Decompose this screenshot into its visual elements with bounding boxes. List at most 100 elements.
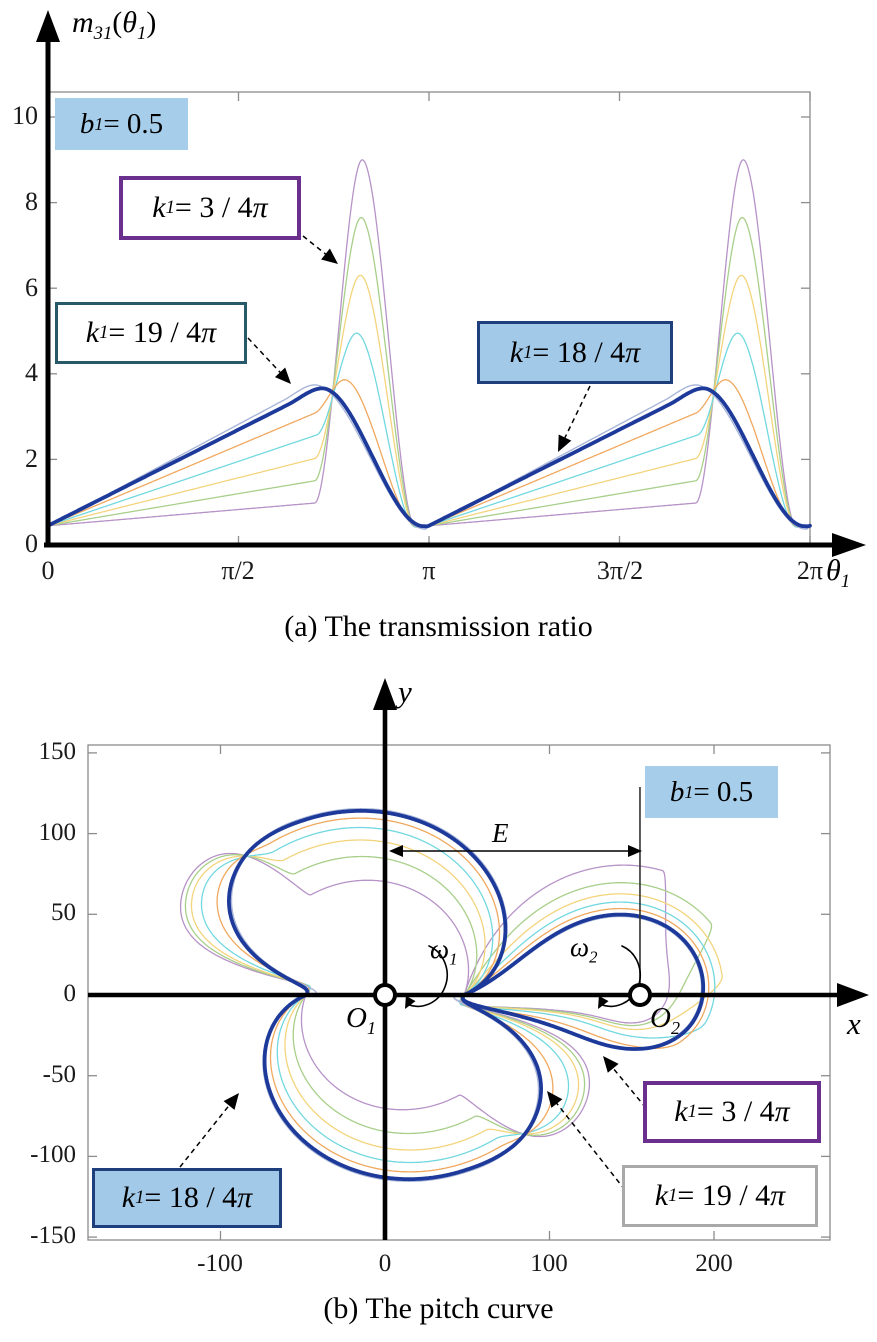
b1b-base: b: [669, 775, 685, 808]
w1-sub: 1: [449, 949, 458, 969]
annotation-arrowhead-a-k3: [321, 248, 338, 264]
annotation-arrowhead-a-k19: [274, 367, 291, 384]
panel-a-x-tick-label: π: [422, 556, 436, 585]
k18b-pi: π: [237, 1181, 253, 1214]
annotation-arrowhead-b-k18: [223, 1093, 239, 1110]
k19b-eq: = 19 / 4: [677, 1179, 771, 1212]
y-title-varsub: 1: [137, 23, 147, 44]
panel-a-x-tick-label: 3π/2: [596, 556, 644, 585]
k3-pi: π: [252, 191, 268, 224]
panel-a-y-tick-label: 10: [12, 101, 38, 130]
panel-a-y-axis-title: m31(θ1): [72, 6, 157, 43]
annotation-arrowhead-b-k3: [603, 1056, 619, 1073]
panel-b-y-tick-label: -50: [42, 1061, 76, 1088]
k18b-eq: = 18 / 4: [144, 1181, 238, 1214]
k18-eq: = 18 / 4: [532, 335, 626, 369]
annotation-arrow-b-k3: [607, 1061, 647, 1109]
panel-b-x-tick-label: 100: [530, 1250, 568, 1277]
panel-b-y-tick-label: 150: [38, 738, 77, 765]
panel-b-caption: (b) The pitch curve: [323, 1292, 554, 1325]
panel-b-center-O1-marker: [373, 983, 397, 1007]
panel-b-omega1-arc: [406, 945, 448, 1008]
panel-a-y-tick-label: 6: [25, 273, 38, 302]
O1-base: O: [346, 1002, 367, 1034]
panel-a-y-tick-label: 8: [25, 187, 38, 216]
theta1-base: θ: [826, 554, 841, 587]
theta1-sub: 1: [840, 571, 851, 592]
y-title-var: θ: [122, 6, 138, 39]
w2-sub: 2: [589, 947, 598, 967]
panel-b-E-arrowhead-right: [628, 845, 642, 857]
k18-pi: π: [625, 335, 641, 369]
y-title-base: m: [72, 6, 94, 39]
panel-b-x-tick-label: -100: [197, 1250, 243, 1277]
panel-a-x-tick-label: 2π: [796, 556, 824, 585]
y-title-sub: 31: [93, 23, 113, 44]
k3b-eq: = 3 / 4: [696, 1095, 775, 1128]
panel-b-x-axis-label: x: [847, 1006, 861, 1041]
panel-b-x-tick-label: 0: [378, 1250, 392, 1277]
panel-b-y-tick-label: -100: [30, 1141, 76, 1168]
k18b-base: k: [121, 1181, 136, 1214]
panel-a-y-tick-label: 0: [25, 529, 38, 558]
panel-b-omega2: ω2: [570, 932, 598, 967]
panel-a-curve-7: [46, 386, 812, 529]
panel-b-omega1-arrowhead: [405, 995, 416, 1009]
panel-b-x-axis-arrowhead: [837, 983, 869, 1007]
panel-a-curve-5: [47, 379, 811, 528]
panel-a-y-tick-label: 4: [25, 358, 38, 387]
O1-sub: 1: [366, 1017, 376, 1038]
panel-b-y-axis-arrowhead: [373, 678, 397, 710]
panel-b-omega1: ω1: [430, 934, 458, 969]
panel-b-center-O2: O2: [650, 1002, 680, 1038]
panel-b-y-tick-label: 50: [51, 899, 76, 926]
panel-a-x-tick-label: π/2: [221, 556, 255, 585]
panel-b-center-O1: O1: [346, 1002, 376, 1038]
O2-base: O: [650, 1002, 671, 1034]
panel-b-omega2-arrowhead: [598, 995, 609, 1009]
panel-a-x-axis-label: θ1: [826, 554, 850, 591]
panel-a-curve-6: [47, 384, 811, 530]
O2-sub: 2: [670, 1017, 680, 1038]
w1-base: ω: [430, 934, 450, 964]
k19b-pi: π: [770, 1179, 786, 1212]
panel-b-center-O2-marker: [627, 983, 652, 1007]
y-title-close: ): [146, 6, 157, 39]
panel-b-y-tick-label: -150: [30, 1222, 76, 1249]
panel-a-caption: (a) The transmission ratio: [284, 610, 593, 643]
panel-a-y-axis-arrowhead: [36, 10, 60, 42]
b1-eq: = 0.5: [103, 107, 164, 140]
panel-b-x-tick-label: 200: [695, 1250, 733, 1277]
k3-eq: = 3 / 4: [174, 191, 253, 224]
annotation-arrow-a-k19: [247, 337, 287, 379]
w2-base: ω: [570, 932, 590, 962]
panel-b-E-arrowhead-left: [389, 845, 403, 857]
k3b-pi: π: [774, 1095, 790, 1128]
k19-eq: = 19 / 4: [108, 316, 202, 349]
b1b-eq: = 0.5: [693, 775, 754, 808]
panel-b-y-tick-label: 100: [38, 819, 77, 846]
annotation-arrow-b-k18: [179, 1101, 233, 1168]
panel-b-y-tick-label: 0: [63, 980, 77, 1007]
k19b-base: k: [654, 1179, 669, 1212]
panel-a-x-tick-label: 0: [41, 556, 55, 585]
annotation-arrowhead-b-k19: [547, 1091, 563, 1108]
b1-base: b: [79, 107, 95, 140]
k19-base: k: [85, 316, 100, 349]
panel-b-y-axis-label: y: [398, 674, 412, 709]
k3b-base: k: [674, 1095, 688, 1128]
annotation-arrowhead-a-k18: [558, 434, 572, 452]
panel-b-frame: [87, 744, 831, 1241]
annotation-arrow-b-k19: [555, 1102, 626, 1191]
annotation-arrow-a-k3: [302, 235, 335, 262]
annotation-arrow-a-k18: [561, 385, 591, 445]
